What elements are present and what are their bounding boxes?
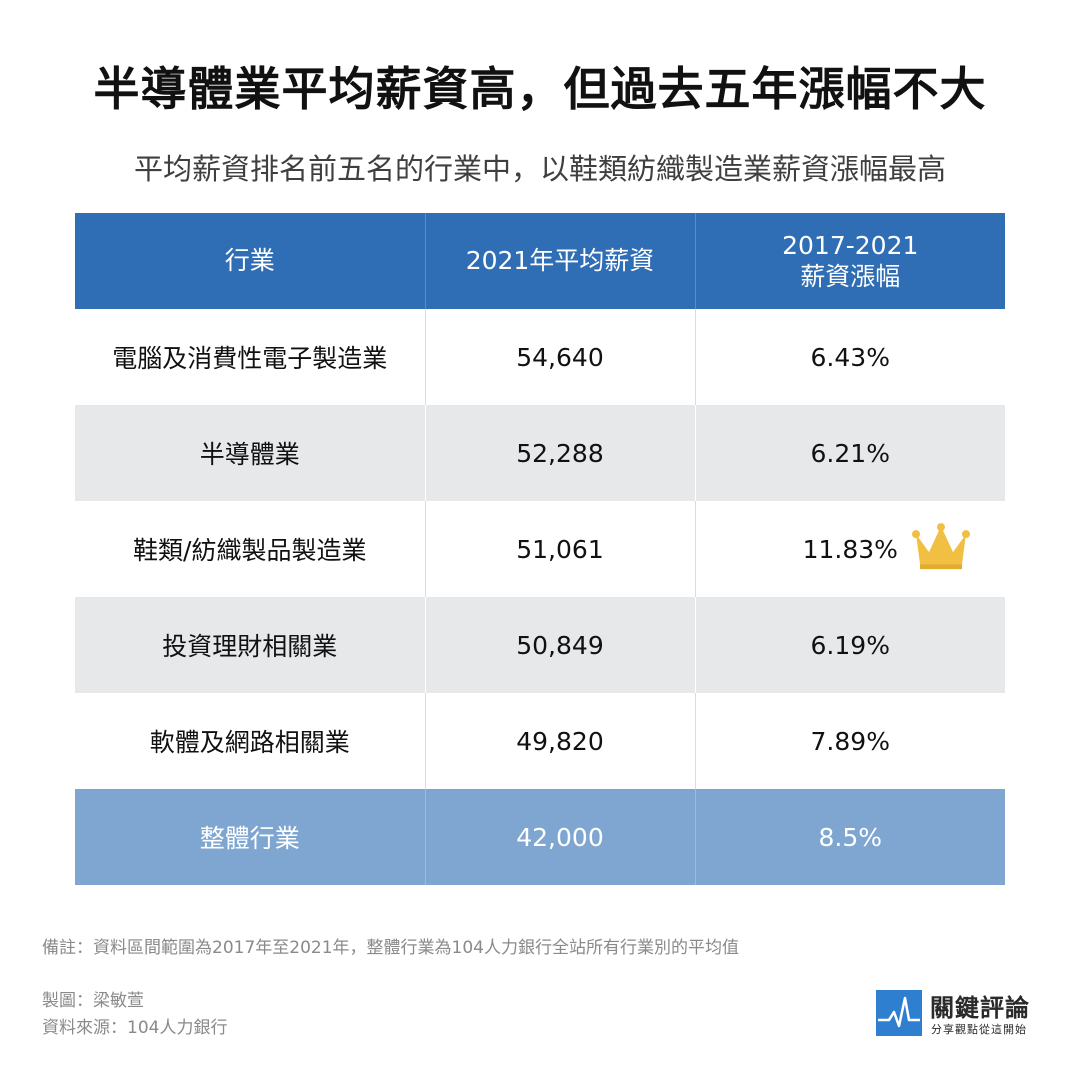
cell-industry: 半導體業	[75, 405, 426, 501]
chart-title: 半導體業平均薪資高，但過去五年漲幅不大	[93, 62, 987, 116]
chart-subtitle: 平均薪資排名前五名的行業中，以鞋類紡織製造業薪資漲幅最高	[133, 152, 946, 186]
publisher-logo: 關鍵評論 分享觀點從這開始	[876, 990, 1046, 1042]
cell-growth: 6.43%	[695, 309, 1005, 405]
cell-industry: 電腦及消費性電子製造業	[75, 309, 426, 405]
footnote: 備註：資料區間範圍為2017年至2021年，整體行業為104人力銀行全站所有行業…	[42, 938, 739, 958]
logo-name: 關鍵評論	[930, 994, 1030, 1022]
cell-salary: 54,640	[425, 309, 696, 405]
designer-credit: 製圖：梁敏萱	[42, 991, 144, 1011]
source-credit: 資料來源：104人力銀行	[42, 1018, 228, 1039]
header-growth-period: 2017-2021	[782, 230, 919, 260]
table-row: 半導體業 52,288 6.21%	[75, 405, 1005, 501]
table-total-row: 整體行業 42,000 8.5%	[75, 789, 1005, 885]
credits: 製圖：梁敏萱 資料來源：104人力銀行	[42, 988, 227, 1042]
header-growth-label: 薪資漲幅	[800, 262, 901, 291]
cell-salary: 50,849	[425, 597, 696, 693]
total-growth: 8.5%	[695, 789, 1005, 885]
table-header-row: 行業 2021年平均薪資 2017-2021 薪資漲幅	[75, 213, 1005, 309]
cell-industry: 投資理財相關業	[75, 597, 426, 693]
crown-icon	[911, 523, 970, 570]
cell-industry: 軟體及網路相關業	[75, 693, 426, 789]
cell-salary: 52,288	[425, 405, 696, 501]
table-row: 軟體及網路相關業 49,820 7.89%	[75, 693, 1005, 789]
cell-industry: 鞋類/紡織製品製造業	[75, 501, 426, 597]
cell-growth: 11.83%	[695, 501, 1005, 597]
cell-growth-value: 11.83%	[802, 534, 898, 564]
header-salary: 2021年平均薪資	[425, 213, 696, 309]
cell-salary: 49,820	[425, 693, 696, 789]
cell-growth: 6.19%	[695, 597, 1005, 693]
cell-growth: 7.89%	[695, 693, 1005, 789]
table-row: 鞋類/紡織製品製造業 51,061 11.83%	[75, 501, 1005, 597]
header-growth: 2017-2021 薪資漲幅	[695, 213, 1005, 309]
table-row: 電腦及消費性電子製造業 54,640 6.43%	[75, 309, 1005, 405]
logo-mark	[876, 990, 922, 1036]
growth-highlight: 11.83%	[802, 523, 970, 570]
pulse-line-icon	[878, 996, 920, 1028]
salary-table: 行業 2021年平均薪資 2017-2021 薪資漲幅 電腦及消費性電子製造業 …	[75, 213, 1005, 885]
table-row: 投資理財相關業 50,849 6.19%	[75, 597, 1005, 693]
cell-growth: 6.21%	[695, 405, 1005, 501]
logo-slogan: 分享觀點從這開始	[931, 1023, 1027, 1036]
total-industry: 整體行業	[75, 789, 426, 885]
header-industry: 行業	[75, 213, 426, 309]
total-salary: 42,000	[425, 789, 696, 885]
cell-salary: 51,061	[425, 501, 696, 597]
